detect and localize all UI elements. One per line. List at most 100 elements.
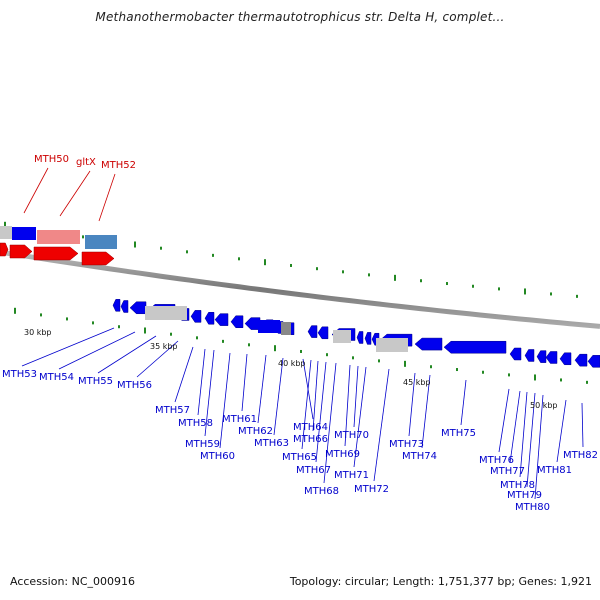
forward-gene <box>9 244 33 259</box>
label-leader <box>519 391 528 478</box>
label-leader <box>526 392 536 488</box>
gene-label: MTH59 <box>185 439 220 450</box>
label-leader <box>174 346 194 403</box>
forward-gene <box>0 242 9 257</box>
reverse-gene <box>587 355 600 368</box>
label-leader <box>353 365 359 428</box>
reverse-gene <box>230 315 244 329</box>
label-leader <box>301 359 312 450</box>
gene-label: MTH73 <box>389 439 424 450</box>
label-leader <box>421 374 431 449</box>
gene-label: gltX <box>76 157 96 168</box>
label-leader <box>534 394 544 500</box>
gene-label: MTH74 <box>402 451 437 462</box>
reverse-gene <box>574 353 588 367</box>
label-leader <box>23 167 49 214</box>
reverse-gene <box>414 337 443 351</box>
gene-label: MTH68 <box>304 486 339 497</box>
label-leader <box>460 379 467 426</box>
scale-label: 45 kbp <box>403 378 431 387</box>
gene-label: MTH58 <box>178 418 213 429</box>
label-leader <box>197 348 206 416</box>
reverse-gene <box>509 347 522 361</box>
label-leader <box>581 402 584 448</box>
gene-label: MTH66 <box>293 434 328 445</box>
gene-label: MTH72 <box>354 484 389 495</box>
gene-label: MTH56 <box>117 380 152 391</box>
accession-text: Accession: NC_000916 <box>10 575 136 588</box>
gene-label: MTH55 <box>78 376 113 387</box>
forward-gene <box>81 251 115 266</box>
topology-summary: Topology: circular; Length: 1,751,377 bp… <box>289 575 592 588</box>
label-leader <box>323 362 337 484</box>
gene-label: MTH78 <box>500 480 535 491</box>
gene-label: MTH50 <box>34 154 69 165</box>
gene-label: MTH79 <box>507 490 542 501</box>
gene-label: MTH65 <box>282 452 317 463</box>
label-leader <box>219 352 231 449</box>
reverse-gene <box>129 301 147 315</box>
label-leader <box>353 366 367 468</box>
scale-label: 50 kbp <box>530 401 558 410</box>
gene-label: MTH62 <box>238 426 273 437</box>
reverse-gene <box>204 312 215 325</box>
gene-label: MTH81 <box>537 465 572 476</box>
map-title: Methanothermobacter thermautotrophicus s… <box>95 10 505 24</box>
gene-label: MTH53 <box>2 369 37 380</box>
reverse-gene <box>545 351 558 364</box>
gene-label: MTH52 <box>101 160 136 171</box>
label-leader <box>273 357 284 436</box>
reverse-gene <box>443 340 507 354</box>
reverse-gene <box>258 320 280 333</box>
gene-label: MTH76 <box>479 455 514 466</box>
pseudo-gene <box>0 226 12 239</box>
reverse-gene <box>524 349 535 362</box>
forward-gene <box>33 246 79 261</box>
pseudo-gene <box>333 330 351 343</box>
reverse-gene <box>364 332 372 345</box>
label-leader <box>373 368 390 482</box>
label-leader <box>241 353 248 412</box>
reverse-gene <box>536 350 547 363</box>
gene-label: MTH57 <box>155 405 190 416</box>
reverse-gene <box>190 310 202 323</box>
gene-label: MTH75 <box>441 428 476 439</box>
label-leader <box>257 354 267 424</box>
reverse-gene <box>244 317 261 330</box>
label-leader <box>136 340 179 378</box>
label-leader <box>344 364 351 447</box>
scale-label: 30 kbp <box>24 328 52 337</box>
label-leader <box>204 349 215 437</box>
scale-label: 35 kbp <box>150 342 178 351</box>
gene-label: MTH63 <box>254 438 289 449</box>
rna-feature <box>37 230 80 244</box>
gene-label: MTH67 <box>296 465 331 476</box>
scale-label: 40 kbp <box>278 359 306 368</box>
label-leader <box>58 331 136 370</box>
gene-label: MTH80 <box>515 502 550 513</box>
pseudo-gene <box>281 322 291 335</box>
reverse-gene <box>356 331 364 344</box>
label-leader <box>98 173 116 222</box>
reverse-gene <box>214 313 229 326</box>
gene-label: MTH69 <box>325 449 360 460</box>
label-leader <box>59 170 91 217</box>
gene-label: MTH60 <box>200 451 235 462</box>
reverse-gene <box>559 352 572 366</box>
gene-label: MTH82 <box>563 450 598 461</box>
gene-label: MTH70 <box>334 430 369 441</box>
reverse-gene <box>317 326 329 340</box>
gene-label: MTH77 <box>490 466 525 477</box>
gene-label: MTH64 <box>293 422 328 433</box>
steelblue-feature <box>85 235 117 249</box>
label-leader <box>509 390 521 464</box>
pseudo-gene <box>376 338 408 352</box>
label-leader <box>97 335 157 374</box>
label-leader <box>315 361 327 463</box>
gene-label: MTH54 <box>39 372 74 383</box>
pseudo-gene <box>145 306 187 320</box>
label-leader <box>408 372 416 437</box>
label-leader <box>21 327 115 367</box>
reverse-gene <box>112 299 121 312</box>
